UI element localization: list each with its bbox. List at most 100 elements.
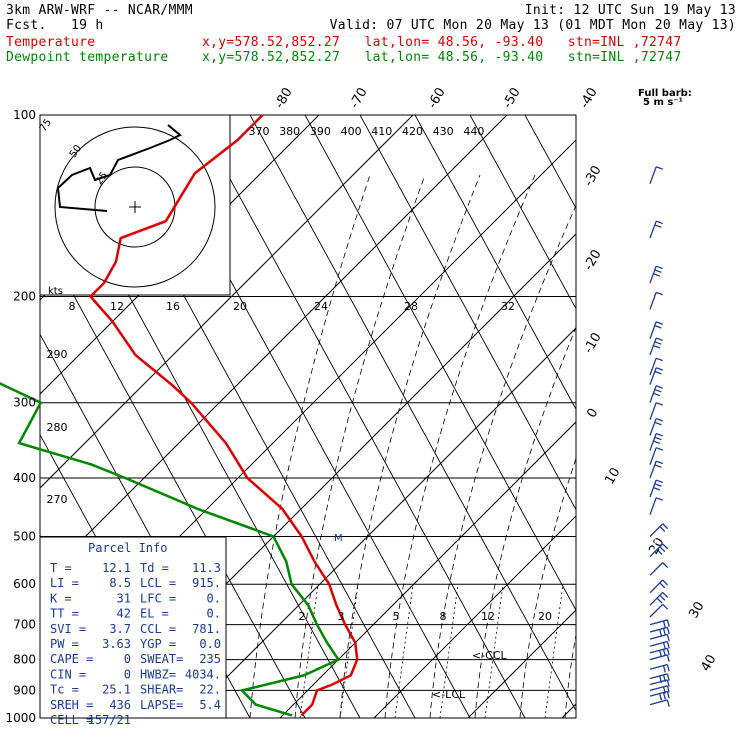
isotherm-line [40,115,414,489]
parcel-value: 22. [199,683,221,697]
moist-adiabat-line [519,457,576,718]
parcel-value: 5.4 [199,698,221,712]
lcl-marker: <-LCL [432,688,466,701]
wind-barb-flag [653,392,661,397]
wind-barb-flag [666,648,670,656]
wind-barb-flag [659,693,663,701]
wind-barb-flag [662,591,669,598]
wind-barb-flag [662,642,666,650]
wind-barb [649,543,664,558]
parcel-label: Tc = [50,683,79,697]
parcel-label: EL = [140,607,169,621]
wind-barb [649,321,657,339]
dry-adiabat-label: 280 [47,421,68,434]
wind-barb [649,523,664,537]
temperature-label: Temperature [6,35,96,50]
wind-barb-flag [659,546,666,553]
wind-barb-flag [655,385,663,389]
theta-label: 410 [371,125,392,138]
parcel-label: YGP = [140,637,176,651]
wind-barb-flag [654,224,662,228]
hodograph [39,114,231,296]
isotherm-label: -60 [425,85,449,111]
theta-label: 420 [402,125,423,138]
wind-barb-flag [659,582,666,589]
parcel-value: 915. [192,576,221,590]
hodograph-ring [54,126,216,288]
parcel-value: 781. [192,622,221,636]
wind-barb [649,663,668,670]
isotherm-label: -30 [581,163,605,189]
wind-barb-flag [662,562,669,569]
parcel-label: PW = [50,637,79,651]
isotherm-label: -50 [500,85,524,111]
wind-barb-flag [666,691,670,699]
moist-adiabat-line [384,174,536,718]
wind-barb-flag [654,421,662,426]
isotherm-line [185,327,576,718]
parcel-value: 0 [124,652,131,666]
isotherm-label: -80 [272,85,296,111]
wind-barb [649,673,668,680]
wind-barb [649,385,657,403]
hodograph-speed-label: 12 [110,300,124,313]
isotherm-label: -20 [581,247,605,273]
pressure-tick-label: 200 [13,290,36,304]
parcel-label: K = [50,591,72,605]
wind-barb [649,220,657,239]
parcel-label: T = [50,561,72,575]
dry-adiabat-line [580,115,740,718]
pressure-tick-label: 1000 [5,711,36,725]
wind-barb-flag [659,629,663,637]
wind-barb [649,166,657,184]
hodograph-units: kts [48,286,63,297]
profile-series [0,114,359,717]
isotherm-line [40,115,508,583]
wind-barb [649,479,657,498]
isotherm-label: -40 [577,85,601,111]
wind-barb-flag [666,654,670,662]
isotherm-line [373,515,576,718]
wind-barb-flag [655,402,663,406]
hodograph-speed-label: 16 [166,300,180,313]
parcel-value: 436 [109,698,131,712]
parcel-label: CAPE = [50,652,93,666]
wind-barb-flag [654,324,662,329]
wind-barb [649,647,668,654]
parcel-label: HWBZ= [140,667,176,681]
pressure-tick-label: 600 [13,577,36,591]
wind-barb [649,633,668,640]
mixing-ratio-label: 5 [393,610,400,623]
wind-barb-flag [662,579,669,586]
theta-label: 440 [463,125,484,138]
pressure-tick-label: 300 [13,396,36,410]
mixing-ratio-label: 12 [481,610,495,623]
parcel-label: CCL = [140,622,176,636]
hodograph-speed-label: 32 [501,300,515,313]
dry-adiabat-line [249,115,576,712]
wind-barb-flag [662,543,669,550]
wind-barb-flag [656,597,663,604]
temperature-location: x,y=578.52,852.27 lat,lon= 48.56, -93.40… [202,35,682,50]
parcel-title: Parcel Info [88,541,167,555]
wind-barb-flag [655,357,663,362]
parcel-value: 8.5 [109,576,131,590]
wind-barb [649,591,664,606]
mixing-ratio-label: 3 [338,610,345,623]
wind-barb-flag [666,627,670,635]
wind-barb-flag [653,486,661,491]
hodograph-speed-label: 24 [314,300,328,313]
wind-barb [649,654,668,661]
wind-barb-flag [654,341,662,345]
parcel-value: 3.63 [102,637,131,651]
wind-barb-flag [662,692,666,700]
wind-barb [649,447,657,465]
init-time: Init: 12 UTC Sun 19 May 13 [524,3,736,18]
wind-barb-flag [666,699,670,707]
wind-barb [649,579,664,594]
barb-legend-line1: Full barb: [638,88,692,99]
moist-adiabat-line [249,174,371,718]
wind-barb-flag [655,337,663,342]
